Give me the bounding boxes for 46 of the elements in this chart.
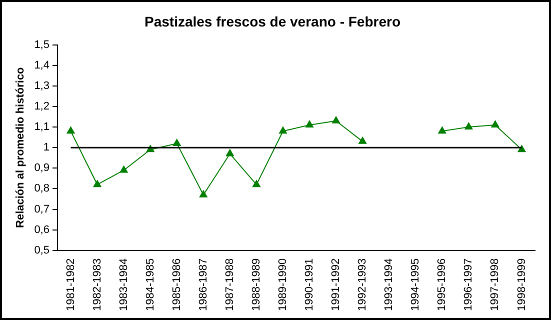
point — [491, 120, 500, 128]
point — [306, 120, 314, 128]
x-tick-label: 1984-1985 — [144, 258, 156, 312]
x-tick-label: 1983-1984 — [118, 258, 130, 312]
chart-title: Pastizales frescos de verano - Febrero — [144, 13, 400, 30]
y-tick-label: 0,7 — [34, 203, 50, 216]
x-tick-label: 1981-1982 — [64, 258, 77, 312]
y-tick-label: 1 — [43, 142, 50, 154]
point — [199, 190, 208, 198]
y-tick-label: 1,1 — [34, 121, 50, 134]
point — [252, 180, 260, 188]
x-tick-label: 1995-1996 — [436, 258, 448, 312]
x-tick-label: 1993-1994 — [383, 258, 396, 312]
x-tick-label: 1988-1989 — [250, 258, 262, 312]
point — [464, 122, 473, 130]
y-tick-label: 0,9 — [34, 162, 50, 174]
point — [518, 145, 526, 152]
point — [358, 136, 367, 144]
y-tick-label: 1,4 — [34, 59, 50, 72]
x-tick-label: 1991-1992 — [330, 258, 342, 312]
point — [332, 116, 340, 124]
point — [438, 126, 446, 134]
y-tick-label: 0,5 — [34, 244, 50, 256]
x-tick-label: 1985-1986 — [170, 258, 183, 312]
y-tick-label: 1,2 — [34, 100, 50, 113]
x-tick-label: 1987-1988 — [224, 258, 236, 312]
y-tick-label: 0,8 — [34, 182, 50, 195]
x-tick-label: 1990-1991 — [304, 258, 316, 312]
y-tick-label: 0,6 — [34, 224, 50, 236]
x-tick-label: 1992-1993 — [356, 258, 369, 312]
point — [93, 180, 102, 188]
point — [66, 126, 75, 134]
y-tick-label: 1,3 — [34, 80, 50, 92]
x-tick-label: 1998-1999 — [516, 258, 528, 312]
x-tick-label: 1994-1995 — [410, 258, 422, 312]
y-tick-label: 1,5 — [34, 38, 50, 51]
x-tick-label: 1989-1990 — [277, 258, 290, 312]
point — [279, 126, 287, 134]
point — [172, 138, 181, 146]
point — [120, 166, 128, 173]
x-tick-label: 1997-1998 — [489, 258, 502, 312]
y-axis-title: Relación al promedio histórico — [14, 66, 27, 228]
x-tick-label: 1982-1983 — [91, 258, 104, 312]
x-tick-label: 1996-1997 — [462, 258, 475, 312]
x-tick-label: 1986-1987 — [197, 258, 210, 312]
point — [226, 149, 234, 156]
